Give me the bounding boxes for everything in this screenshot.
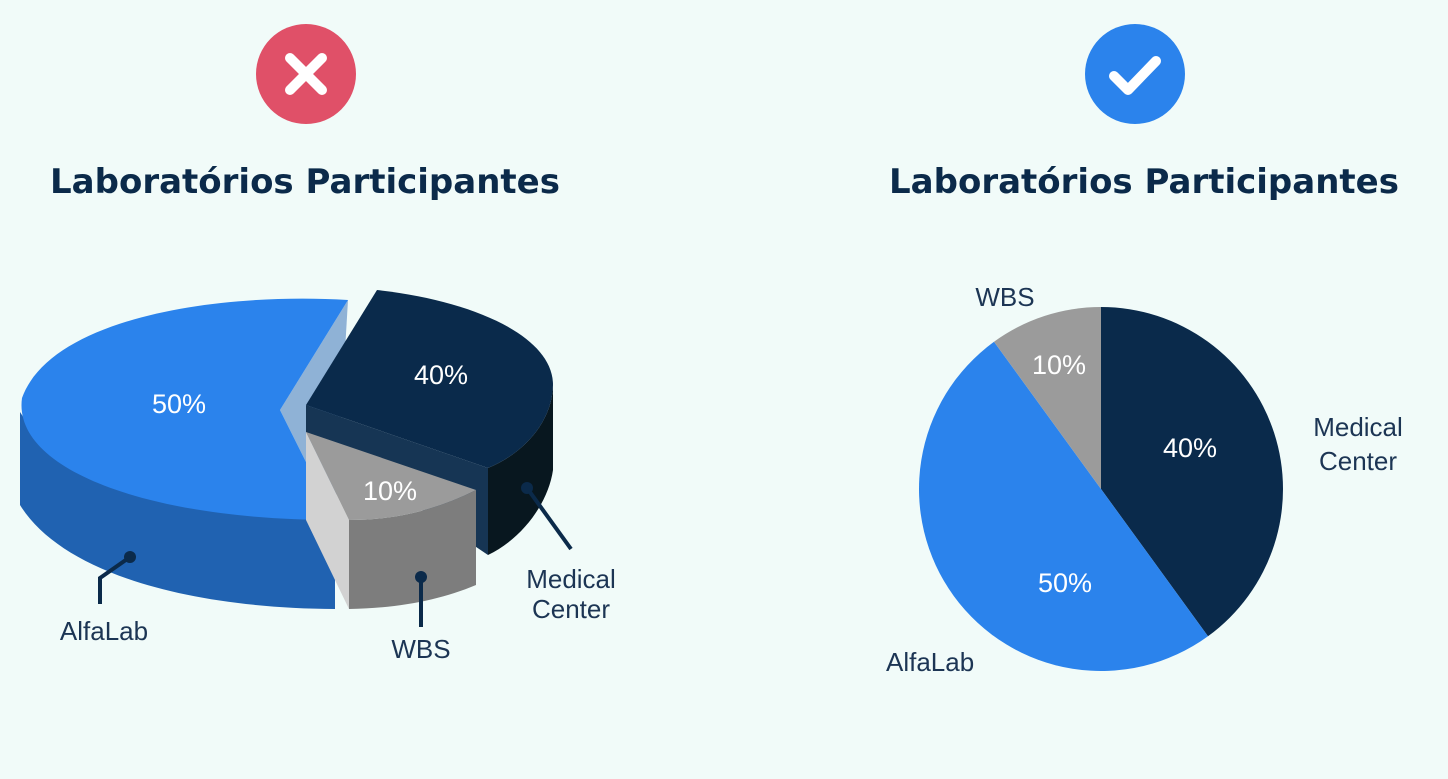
leader-dot-medical-center xyxy=(521,482,533,494)
chart-title-right: Laboratórios Participantes xyxy=(889,162,1399,202)
pie-chart-2d: 40% Medical Center 50% AlfaLab 10% WBS xyxy=(886,282,1403,677)
slice-name-medical-center: Medical Center xyxy=(526,564,616,624)
slice-inner-wbs xyxy=(306,432,349,609)
data-label-wbs: 10% xyxy=(363,476,417,506)
leader-line-medical-center xyxy=(525,486,573,551)
data-label-medical-center: 40% xyxy=(1163,433,1217,463)
good-example-panel: Laboratórios Participantes 40% Medical Cen… xyxy=(724,0,1448,779)
leader-line-alfalab xyxy=(98,555,132,604)
slice-name-medical-center: Medical Center xyxy=(1313,412,1403,476)
data-label-wbs: 10% xyxy=(1032,350,1086,380)
leader-dot-alfalab xyxy=(124,551,136,563)
slice-top-alfalab xyxy=(21,298,348,520)
pie-slice-wbs xyxy=(994,307,1101,489)
data-label-alfalab: 50% xyxy=(1038,568,1092,598)
slice-side-wbs xyxy=(349,490,476,609)
leader-dot-wbs xyxy=(415,571,427,583)
check-icon xyxy=(1085,24,1185,124)
slice-side-medical-center xyxy=(488,385,553,555)
slice-top-medical-center xyxy=(306,290,553,468)
slice-side-alfalab xyxy=(20,412,335,609)
pie-slice-alfalab xyxy=(919,341,1208,672)
x-icon xyxy=(256,24,356,124)
slice-name-alfalab: AlfaLab xyxy=(886,647,974,677)
chart-title-left: Laboratórios Participantes xyxy=(50,162,560,202)
slice-name-wbs: WBS xyxy=(391,634,450,664)
data-label-medical-center: 40% xyxy=(414,360,468,390)
data-label-alfalab: 50% xyxy=(152,389,206,419)
slice-top-wbs xyxy=(306,432,476,520)
slice-name-alfalab: AlfaLab xyxy=(60,616,148,646)
slice-name-wbs: WBS xyxy=(975,282,1034,312)
pie-chart-3d: 50% 40% 10% AlfaLab Medical Center WBS xyxy=(20,290,616,664)
bad-example-panel: Laboratórios Participantes 50% 40% 10% Alfa… xyxy=(20,24,616,664)
pie-slice-medical-center xyxy=(1101,307,1283,637)
